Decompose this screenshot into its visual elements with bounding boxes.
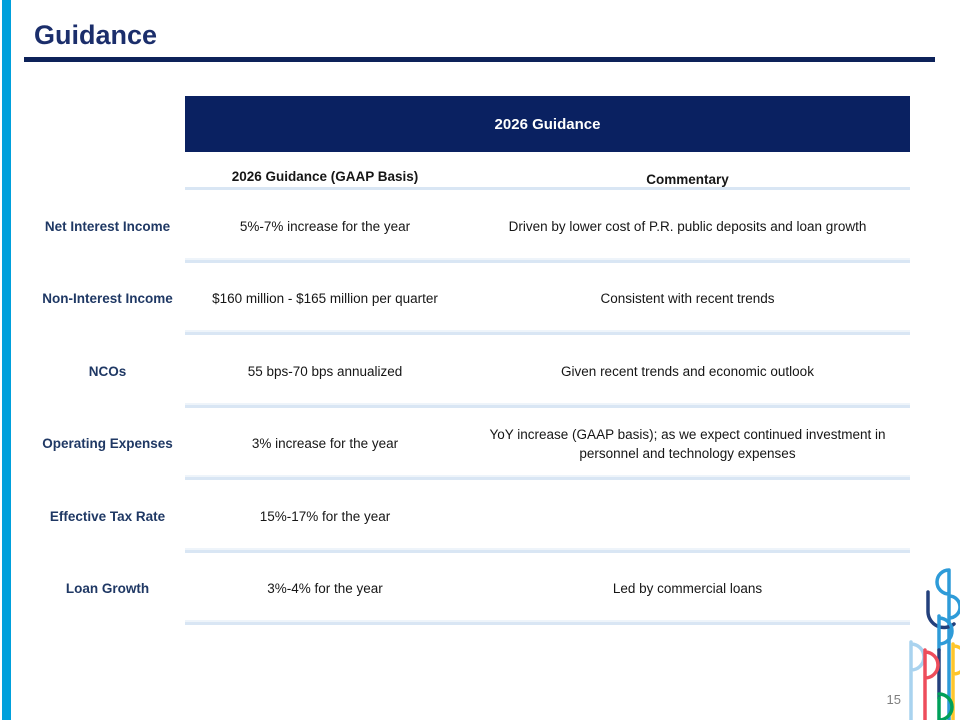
row-commentary: Driven by lower cost of P.R. public depo… — [508, 218, 867, 234]
row-label: Non-Interest Income — [42, 291, 173, 307]
row-label: Loan Growth — [65, 581, 150, 597]
row-commentary: Consistent with recent trends — [600, 291, 775, 307]
column-header-row: 2026 Guidance (GAAP Basis) Commentary — [30, 152, 910, 190]
table-row: Loan Growth 3%-4% for the year Led by co… — [30, 553, 910, 626]
row-commentary: Given recent trends and economic outlook — [561, 363, 814, 379]
row-guidance-value: 5%-7% increase for the year — [239, 218, 411, 234]
row-guidance-value: $160 million - $165 million per quarter — [212, 291, 438, 307]
logo-arc-yellow-p — [951, 642, 960, 720]
title-underline — [24, 57, 935, 62]
table-row: Non-Interest Income $160 million - $165 … — [30, 263, 910, 336]
row-commentary: Led by commercial loans — [612, 581, 763, 597]
table-header-label: 2026 Guidance — [494, 115, 601, 133]
table-header-bar: 2026 Guidance — [185, 96, 910, 152]
logo-arc-red-p — [923, 648, 940, 720]
page-title: Guidance — [34, 20, 158, 50]
row-commentary: YoY increase (GAAP basis); as we expect … — [489, 426, 886, 461]
row-guidance-value: 15%-17% for the year — [259, 508, 391, 524]
column-header-guidance: 2026 Guidance (GAAP Basis) — [231, 169, 419, 184]
table-row: Net Interest Income 5%-7% increase for t… — [30, 190, 910, 263]
column-header-commentary: Commentary — [646, 172, 729, 187]
guidance-table: 2026 Guidance 2026 Guidance (GAAP Basis)… — [30, 96, 910, 625]
brand-logo — [900, 560, 960, 720]
left-accent-bar — [2, 0, 11, 720]
logo-arc-blue-p — [937, 614, 954, 652]
table-row: Effective Tax Rate 15%-17% for the year — [30, 480, 910, 553]
table-row: NCOs 55 bps-70 bps annualized Given rece… — [30, 335, 910, 408]
row-guidance-value: 55 bps-70 bps annualized — [247, 363, 403, 379]
row-guidance-value: 3% increase for the year — [251, 436, 399, 452]
row-label: NCOs — [88, 363, 127, 379]
table-row: Operating Expenses 3% increase for the y… — [30, 408, 910, 481]
page-number: 15 — [886, 692, 901, 707]
row-label: Effective Tax Rate — [49, 508, 166, 524]
logo-arc-green — [937, 692, 954, 720]
row-label: Net Interest Income — [44, 218, 171, 234]
logo-arc-lightblue-p — [909, 640, 926, 720]
row-guidance-value: 3%-4% for the year — [267, 581, 383, 597]
row-label: Operating Expenses — [42, 436, 173, 452]
